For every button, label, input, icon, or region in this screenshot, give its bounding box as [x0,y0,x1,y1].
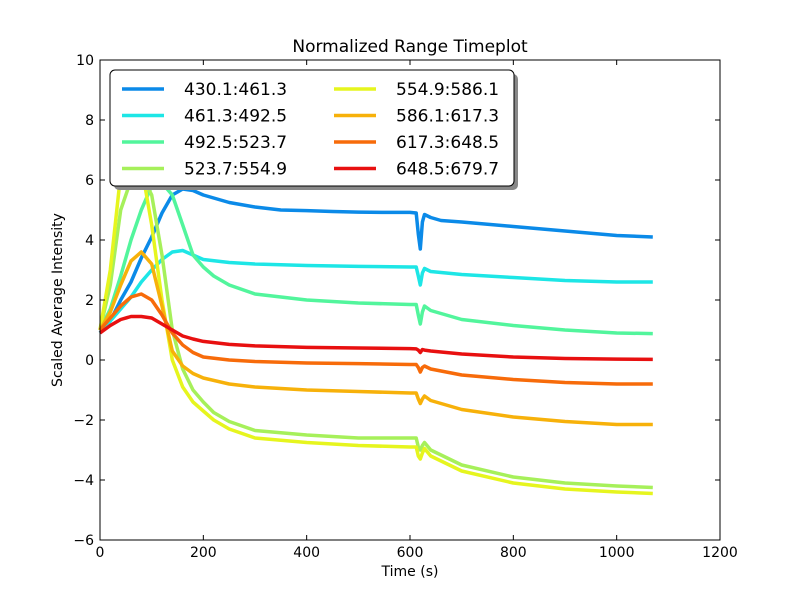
x-tick-label: 0 [96,545,105,561]
legend-label-4: 554.9:586.1 [396,80,499,100]
series-line-6 [98,292,653,386]
y-tick-label: −4 [73,473,94,489]
x-tick-label: 200 [190,545,217,561]
x-tick-label: 1000 [599,545,635,561]
x-tick-label: 800 [500,545,527,561]
x-tick-label: 1200 [702,545,738,561]
series-group [98,148,653,496]
series-line-1 [98,248,653,335]
y-axis-label: Scaled Average Intensity [50,213,66,387]
series-line-5 [98,250,653,427]
y-tick-label: 0 [85,353,94,369]
legend-label-0: 430.1:461.3 [184,80,287,100]
legend-label-5: 586.1:617.3 [396,107,499,127]
x-tick-label: 400 [293,545,320,561]
y-tick-label: −6 [73,533,94,549]
ticks-group: 0 200 400 600 800 1000 1200 −6 −4 −2 0 2 4 6 8 10 [73,53,737,561]
y-tick-label: 6 [85,173,94,189]
series-line-4 [98,148,653,496]
y-tick-label: 4 [85,233,94,249]
x-tick-label: 600 [397,545,424,561]
legend: 430.1:461.3 461.3:492.5 492.5:523.7 523.7:5… [109,69,518,190]
y-tick-label: 8 [85,113,94,129]
chart-title: Normalized Range Timeplot [292,37,528,57]
legend-box [109,69,515,187]
legend-label-1: 461.3:492.5 [184,107,287,127]
legend-label-6: 617.3:648.5 [396,133,499,153]
legend-label-2: 492.5:523.7 [184,133,287,153]
legend-label-3: 523.7:554.9 [184,160,287,180]
y-tick-label: 2 [85,293,94,309]
legend-label-7: 648.5:679.7 [396,160,499,180]
y-tick-label: 10 [76,53,94,69]
x-axis-label: Time (s) [381,564,439,580]
series-line-7 [98,314,653,362]
y-tick-label: −2 [73,413,94,429]
